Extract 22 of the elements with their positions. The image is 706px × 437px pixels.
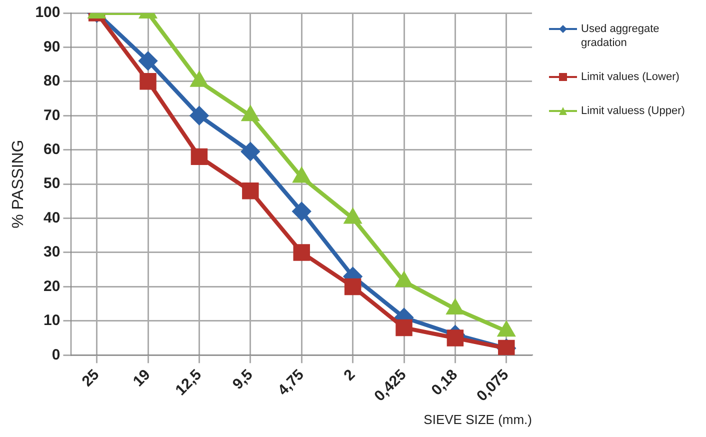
x-tick-label: 25 — [78, 366, 103, 390]
y-tick-label: 30 — [44, 244, 60, 261]
x-tick-label: 4,75 — [274, 366, 308, 399]
legend-label: Limit valuess (Upper) — [581, 104, 685, 118]
y-tick-label: 100 — [35, 4, 60, 22]
x-tick-label: 9,5 — [229, 366, 256, 393]
y-tick-label: 90 — [44, 38, 60, 56]
x-axis-title: SIEVE SIZE (mm.) — [424, 412, 532, 427]
x-tick-label: 19 — [130, 366, 154, 390]
y-tick-label: 70 — [44, 106, 60, 124]
x-tick-label: 2 — [340, 366, 359, 384]
y-tick-label: 10 — [44, 312, 60, 330]
y-tick-label: 40 — [44, 209, 60, 226]
legend-label: Used aggregate gradation — [581, 22, 660, 50]
y-tick-label: 60 — [44, 140, 60, 158]
x-tick-label: 0,18 — [428, 366, 461, 399]
y-tick-label: 0 — [52, 346, 60, 364]
y-axis-title: % PASSING — [10, 140, 28, 228]
y-tick-label: 20 — [44, 278, 60, 295]
legend-label: Limit values (Lower) — [581, 70, 680, 84]
y-tick-label: 80 — [44, 72, 60, 90]
y-tick-label: 50 — [44, 175, 60, 192]
